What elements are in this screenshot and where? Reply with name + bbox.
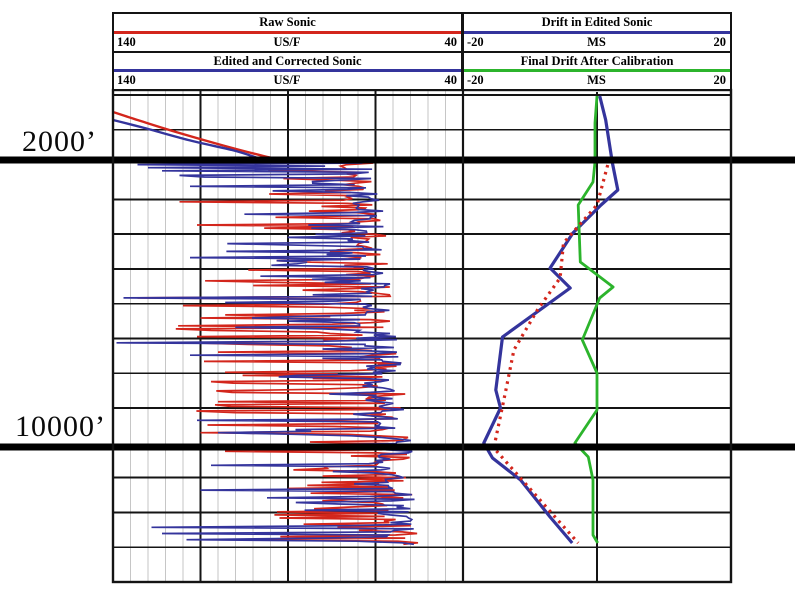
drift-edited-curve [482, 95, 620, 545]
drift-scale-unit: MS [587, 34, 606, 49]
edited-sonic-title-row: Edited and Corrected Sonic [114, 53, 461, 73]
raw-sonic-title-row: Raw Sonic [114, 14, 461, 34]
left-track-header: Raw Sonic 140 US/F 40 Edited and Correct… [112, 12, 463, 91]
final-drift-curve [573, 95, 615, 544]
depth-label-2000: 2000’ [22, 125, 97, 158]
edited-sonic-log-curve [116, 162, 415, 546]
edited-sonic-scale-row: 140 US/F 40 [114, 72, 461, 89]
final-drift-scale-max: 20 [713, 73, 727, 88]
drift-title: Drift in Edited Sonic [541, 15, 653, 30]
final-drift-title-row: Final Drift After Calibration [464, 53, 730, 73]
depth-line-10000 [0, 443, 795, 451]
edited-sonic-scale-unit: US/F [273, 73, 301, 88]
final-drift-scale-min: -20 [467, 73, 484, 88]
edited-sonic-scale-min: 140 [117, 73, 136, 88]
depth-line-2000 [0, 156, 795, 164]
raw-sonic-scale-row: 140 US/F 40 [114, 34, 461, 53]
raw-sonic-shallow-curve [112, 110, 284, 162]
raw-sonic-scale-max: 40 [444, 34, 458, 49]
raw-sonic-scale-min: 140 [117, 34, 136, 49]
drift-title-row: Drift in Edited Sonic [464, 14, 730, 34]
right-track-header: Drift in Edited Sonic -20 MS 20 Final Dr… [462, 12, 732, 91]
edited-sonic-title: Edited and Corrected Sonic [213, 53, 362, 68]
edited-sonic-shallow-curve [112, 118, 263, 162]
drift-trend-dotted-curve [492, 164, 610, 545]
depth-label-10000: 10000’ [15, 410, 106, 443]
final-drift-title: Final Drift After Calibration [520, 53, 674, 68]
drift-scale-max: 20 [713, 34, 727, 49]
final-drift-scale-unit: MS [587, 73, 606, 88]
drift-scale-row: -20 MS 20 [464, 34, 730, 53]
raw-sonic-scale-unit: US/F [273, 34, 301, 49]
edited-sonic-scale-max: 40 [444, 73, 458, 88]
raw-sonic-title: Raw Sonic [259, 15, 316, 30]
final-drift-scale-row: -20 MS 20 [464, 72, 730, 89]
drift-scale-min: -20 [467, 34, 484, 49]
